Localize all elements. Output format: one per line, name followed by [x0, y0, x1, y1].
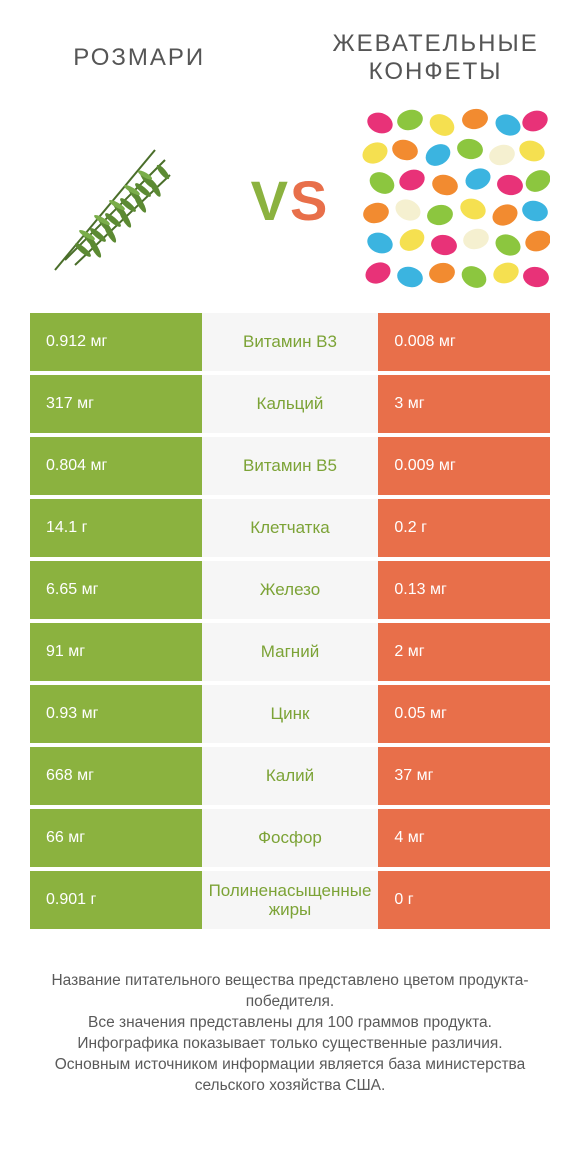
value-left: 6.65 мг	[30, 561, 202, 619]
value-left: 0.912 мг	[30, 313, 202, 371]
footer-note: Название питательного вещества представл…	[0, 933, 580, 1097]
rosemary-icon	[35, 110, 215, 290]
value-right: 0.008 мг	[378, 313, 550, 371]
nutrient-label: Клетчатка	[202, 499, 379, 557]
nutrient-label: Калий	[202, 747, 379, 805]
table-row: 0.912 мгВитамин B30.008 мг	[30, 313, 550, 371]
value-right: 2 мг	[378, 623, 550, 681]
product-left-title: РОЗМАРИ	[30, 44, 248, 72]
value-left: 0.901 г	[30, 871, 202, 929]
value-right: 4 мг	[378, 809, 550, 867]
header: РОЗМАРИ ЖЕВАТЕЛЬНЫЕ КОНФЕТЫ	[0, 0, 580, 95]
value-left: 14.1 г	[30, 499, 202, 557]
table-row: 66 мгФосфор4 мг	[30, 809, 550, 867]
product-left-image	[30, 105, 220, 295]
table-row: 0.901 гПолиненасыщенные жиры0 г	[30, 871, 550, 929]
vs-v: V	[251, 169, 290, 232]
value-left: 668 мг	[30, 747, 202, 805]
candy-icon	[360, 105, 550, 295]
product-right-image	[360, 105, 550, 295]
value-left: 91 мг	[30, 623, 202, 681]
value-right: 37 мг	[378, 747, 550, 805]
value-left: 0.93 мг	[30, 685, 202, 743]
product-right-title: ЖЕВАТЕЛЬНЫЕ КОНФЕТЫ	[321, 30, 550, 85]
value-right: 0 г	[378, 871, 550, 929]
table-row: 0.93 мгЦинк0.05 мг	[30, 685, 550, 743]
vs-s: S	[290, 169, 329, 232]
table-row: 6.65 мгЖелезо0.13 мг	[30, 561, 550, 619]
images-row: VS	[0, 95, 580, 313]
value-left: 317 мг	[30, 375, 202, 433]
nutrient-label: Полиненасыщенные жиры	[202, 871, 379, 929]
value-left: 0.804 мг	[30, 437, 202, 495]
nutrient-label: Магний	[202, 623, 379, 681]
vs-label: VS	[251, 168, 330, 233]
nutrient-label: Витамин B5	[202, 437, 379, 495]
comparison-table: 0.912 мгВитамин B30.008 мг317 мгКальций3…	[0, 313, 580, 929]
nutrient-label: Железо	[202, 561, 379, 619]
value-left: 66 мг	[30, 809, 202, 867]
table-row: 91 мгМагний2 мг	[30, 623, 550, 681]
value-right: 3 мг	[378, 375, 550, 433]
nutrient-label: Цинк	[202, 685, 379, 743]
table-row: 317 мгКальций3 мг	[30, 375, 550, 433]
nutrient-label: Витамин B3	[202, 313, 379, 371]
nutrient-label: Кальций	[202, 375, 379, 433]
table-row: 668 мгКалий37 мг	[30, 747, 550, 805]
table-row: 14.1 гКлетчатка0.2 г	[30, 499, 550, 557]
value-right: 0.13 мг	[378, 561, 550, 619]
value-right: 0.05 мг	[378, 685, 550, 743]
value-right: 0.2 г	[378, 499, 550, 557]
nutrient-label: Фосфор	[202, 809, 379, 867]
table-row: 0.804 мгВитамин B50.009 мг	[30, 437, 550, 495]
value-right: 0.009 мг	[378, 437, 550, 495]
